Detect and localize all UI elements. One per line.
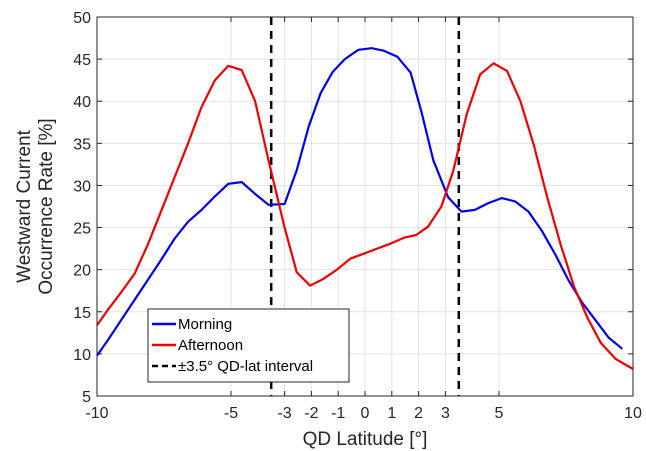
y-tick-label: 45: [73, 52, 91, 69]
plot-frame: [96, 16, 634, 397]
legend-label: ±3.5° QD-lat interval: [178, 358, 313, 375]
x-tick-label: 5: [495, 405, 504, 422]
x-tick-label: 3: [441, 405, 450, 422]
y-tick-labels: 5 10 15 20 25 30 35 40 45 50: [73, 10, 91, 406]
y-tick-label: 5: [82, 389, 91, 406]
y-tick-label: 20: [73, 263, 91, 280]
x-tick-label: 10: [624, 405, 642, 422]
x-axis-label: QD Latitude [°]: [303, 429, 428, 450]
legend-box: [147, 308, 350, 383]
x-tick-label: -5: [224, 405, 238, 422]
x-tick-label: -1: [331, 405, 345, 422]
x-tick-labels: -10 -5 -3 -2 -1 0 1 2 3 5 10: [85, 405, 642, 422]
y-axis-label-line: Occurrence Rate [%]: [36, 118, 57, 294]
x-tick-label: -3: [277, 405, 291, 422]
x-tick-label: 1: [387, 405, 396, 422]
y-tick-label: 15: [73, 305, 91, 322]
series-line-afternoon: [96, 62, 634, 370]
y-axis-label: Westward Current Occurrence Rate [%]: [14, 118, 57, 294]
legend-label: Morning: [178, 316, 232, 333]
y-tick-label: 35: [73, 136, 91, 153]
x-tick-label: -10: [85, 405, 108, 422]
y-tick-label: 10: [73, 347, 91, 364]
legend: Morning Afternoon ±3.5° QD-lat interval: [147, 308, 350, 383]
y-tick-label: 30: [73, 178, 91, 195]
y-tick-label: 50: [73, 10, 91, 27]
x-tick-label: 0: [361, 405, 370, 422]
y-axis-label-line: Westward Current: [14, 129, 35, 282]
legend-label: Afternoon: [178, 337, 243, 354]
series-group: [96, 47, 634, 370]
series-line-morning: [96, 47, 623, 357]
y-tick-label: 25: [73, 221, 91, 238]
y-tick-label: 40: [73, 94, 91, 111]
x-tick-label: 2: [414, 405, 423, 422]
x-tick-label: -2: [304, 405, 318, 422]
